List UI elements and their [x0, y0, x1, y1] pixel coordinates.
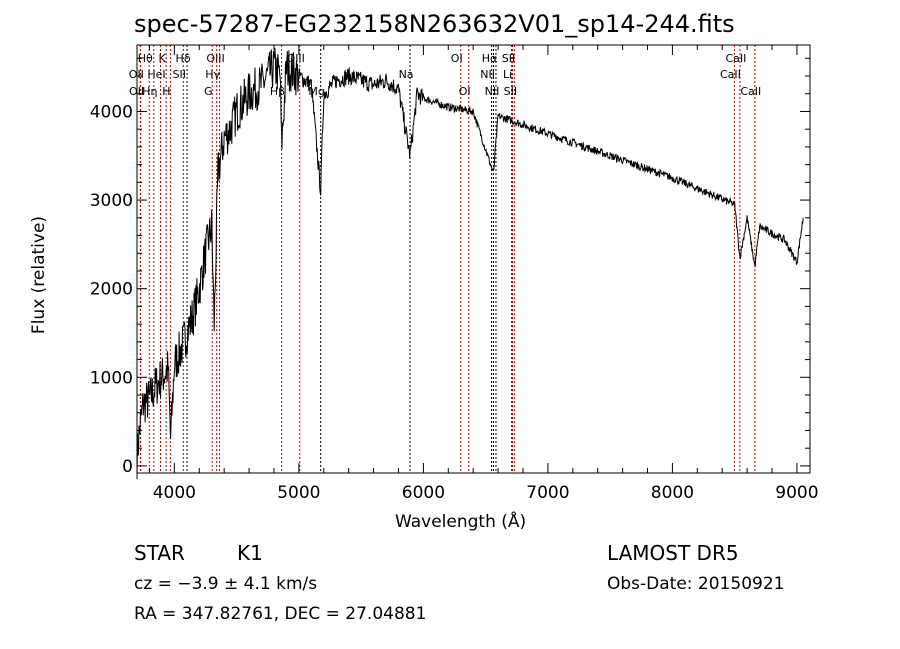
- spectral-line-label: Hη: [142, 85, 157, 98]
- object-subclass: K1: [237, 541, 263, 565]
- spectral-line-label: Na: [399, 68, 414, 81]
- spectral-line-label: Hβ: [270, 85, 285, 98]
- spectral-line-label: OII: [129, 68, 144, 81]
- spectrum-line: [136, 48, 804, 480]
- survey-name: LAMOST DR5: [607, 541, 739, 565]
- spectral-line-label: Hα: [482, 52, 498, 65]
- spectral-line-label: OIII: [206, 52, 224, 65]
- y-tick-label: 0: [122, 457, 133, 477]
- spectral-line-label: Li: [503, 68, 512, 81]
- spectral-line-label: G: [204, 85, 213, 98]
- y-tick-label: 4000: [90, 102, 133, 122]
- spectral-line-label: SII: [173, 68, 186, 81]
- chart-title: spec-57287-EG232158N263632V01_sp14-244.f…: [134, 10, 735, 38]
- spectral-line-label: K: [159, 52, 167, 65]
- x-tick-label: 5000: [277, 483, 320, 503]
- spectral-line-label: SII: [502, 52, 515, 65]
- spectral-line-label: NII: [480, 68, 495, 81]
- spectral-line-label: CaII: [725, 52, 746, 65]
- spectral-line-label: CaII: [740, 85, 761, 98]
- object-class: STAR: [134, 541, 185, 565]
- x-tick-label: 4000: [153, 483, 196, 503]
- spectral-line-label: Hγ: [205, 68, 220, 81]
- y-axis-label: Flux (relative): [29, 215, 49, 335]
- spectral-line-label: SII: [504, 85, 517, 98]
- spectral-line-label: H: [162, 85, 170, 98]
- x-tick-label: 9000: [775, 483, 818, 503]
- spectral-line-label: Mg: [308, 85, 324, 98]
- redshift-cz: cz = −3.9 ± 4.1 km/s: [134, 574, 318, 594]
- y-tick-label: 3000: [90, 191, 133, 211]
- spectral-line-label: NII: [485, 85, 500, 98]
- x-tick-label: 8000: [651, 483, 694, 503]
- x-tick-label: 7000: [526, 483, 569, 503]
- spectral-line-label: CaII: [720, 68, 741, 81]
- spectral-line-label: OI: [459, 85, 471, 98]
- spectral-line-label: OI: [451, 52, 463, 65]
- x-tick-label: 6000: [402, 483, 445, 503]
- obs-date: Obs-Date: 20150921: [607, 574, 785, 594]
- ra-dec: RA = 347.82761, DEC = 27.04881: [134, 604, 427, 624]
- spectral-line-label: HeI: [147, 68, 165, 81]
- y-tick-label: 1000: [90, 368, 133, 388]
- spectral-line-label: Hθ: [138, 52, 153, 65]
- x-axis-label: Wavelength (Å): [395, 512, 527, 532]
- y-tick-label: 2000: [90, 280, 133, 300]
